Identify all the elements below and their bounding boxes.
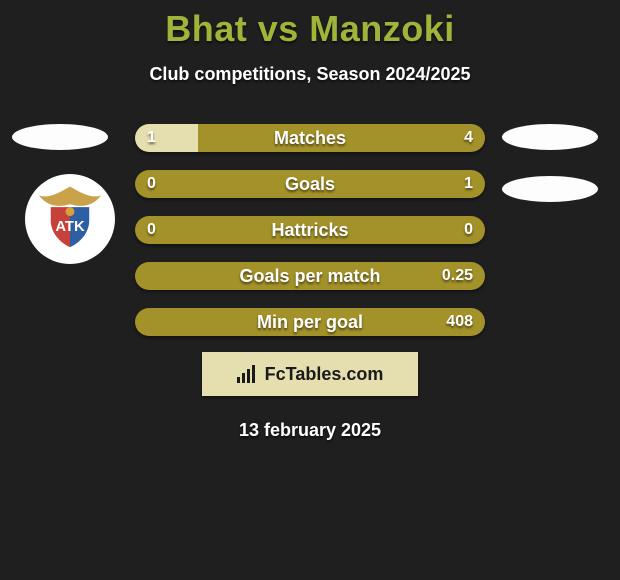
stat-value-left: 1 [147,124,156,152]
comparison-bars: Matches14Goals01Hattricks00Goals per mat… [135,124,485,354]
stat-label: Goals per match [135,262,485,290]
stat-bar: Goals0 1 [135,170,485,198]
right-player-ellipse-2 [502,176,598,202]
stat-bar: Goals per match0.25 [135,262,485,290]
date-label: 13 february 2025 [0,420,620,441]
stat-label: Goals [135,170,485,198]
stat-bar: Hattricks0 0 [135,216,485,244]
stat-value-left: 0 [147,216,156,244]
stat-value-left: 0 [147,170,156,198]
stat-label: Matches [135,124,485,152]
stat-label: Min per goal [135,308,485,336]
stat-value-right: 408 [446,308,473,336]
left-club-crest: ATK [25,174,115,264]
bars-icon [237,365,259,383]
svg-text:ATK: ATK [55,219,85,235]
brand-prefix: Fc [265,364,286,384]
stat-bar: Min per goal408 [135,308,485,336]
subtitle: Club competitions, Season 2024/2025 [0,64,620,85]
stat-value-right: 0 [464,216,473,244]
crest-icon: ATK [33,182,107,256]
brand-badge: FcTables.com [202,352,418,396]
right-player-ellipse-1 [502,124,598,150]
page-title: Bhat vs Manzoki [0,0,620,50]
left-player-ellipse [12,124,108,150]
stat-label: Hattricks [135,216,485,244]
brand-suffix: Tables.com [286,364,384,384]
stat-value-right: 0.25 [442,262,473,290]
stat-value-right: 1 [464,170,473,198]
stat-value-right: 4 [464,124,473,152]
stat-bar: Matches1 4 [135,124,485,152]
